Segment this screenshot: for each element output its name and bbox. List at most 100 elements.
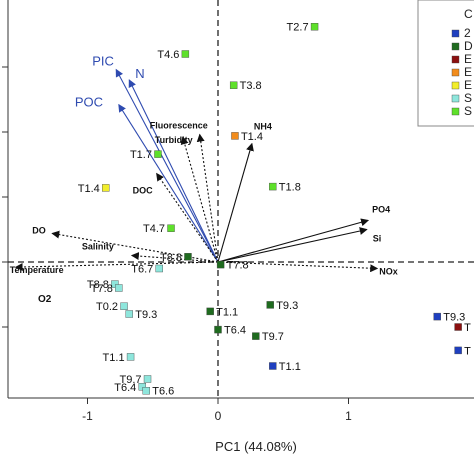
point-marker	[229, 81, 238, 89]
point-marker	[154, 150, 162, 158]
point-marker	[143, 375, 152, 383]
score-points: T2.7T4.6T3.8T1.4T1.7T1.8T1.4T4.7T8.8T7.8…	[78, 22, 471, 398]
vector-doc	[156, 172, 219, 263]
x-tick-label: 1	[345, 409, 352, 423]
vector-label-fluorescence: Fluorescence	[150, 121, 208, 131]
point-label: T2.7	[287, 22, 309, 34]
legend-label: E	[464, 52, 472, 66]
x-axis-ticks: -1 0 1	[2, 66, 352, 423]
point-marker	[142, 387, 150, 395]
point-marker	[269, 362, 277, 370]
point-marker	[184, 253, 192, 261]
legend-swatch	[451, 42, 460, 51]
point-marker	[454, 346, 462, 355]
point-marker	[433, 312, 441, 321]
vector-po4	[217, 218, 370, 263]
point-label: T9.3	[443, 312, 465, 324]
point-label: T6.4	[114, 382, 136, 394]
vector-nox	[217, 261, 379, 273]
point-label: T8.8	[160, 252, 182, 264]
point-marker	[269, 182, 277, 191]
legend-title: C	[464, 7, 473, 21]
vector-label-doc: DOC	[133, 186, 154, 196]
point-label: T8.8	[87, 279, 109, 291]
vector-temperature	[14, 261, 219, 272]
legend-swatch	[451, 68, 460, 77]
legend-swatch	[451, 94, 460, 103]
point-label: T	[464, 322, 471, 334]
point-label: T1.1	[103, 352, 125, 364]
legend-label: 2	[464, 26, 471, 40]
legend-label: S	[464, 91, 472, 105]
point-label: T1.8	[279, 182, 301, 194]
loading-vectors: PIC N POC Fluorescence Turbidity NH4 DOC PO4 Si D…	[10, 54, 398, 305]
point-marker	[138, 383, 147, 391]
plot-frame	[7, 0, 474, 399]
vector-label-nh4: NH4	[254, 122, 272, 132]
vector-label-temperature: Temperature	[10, 265, 64, 275]
point-marker	[126, 353, 135, 361]
point-label: T9.7	[262, 331, 284, 343]
vector-turbidity	[180, 136, 219, 263]
point-label: T1.7	[130, 149, 152, 161]
vector-si	[217, 227, 368, 263]
x-tick-label: -1	[82, 409, 93, 423]
point-marker	[102, 184, 110, 192]
legend-label: S	[464, 104, 472, 118]
vector-label-pic: PIC	[92, 54, 114, 69]
vector-label-o2: O2	[38, 294, 52, 305]
point-marker	[214, 325, 222, 334]
point-label: T4.6	[157, 49, 179, 61]
vector-label-poc: POC	[75, 95, 103, 110]
zero-reference-lines	[8, 0, 474, 398]
legend-swatch	[451, 81, 460, 90]
point-label: T9.3	[276, 300, 298, 312]
point-marker	[155, 264, 163, 273]
legend-swatch	[451, 55, 460, 64]
point-marker	[115, 284, 123, 292]
point-label: T1.4	[78, 183, 100, 195]
point-marker	[125, 310, 133, 318]
point-label: T9.3	[135, 309, 157, 321]
point-marker	[231, 132, 239, 140]
vector-n	[128, 79, 219, 263]
vector-label-n: N	[135, 66, 144, 81]
point-marker	[167, 224, 175, 232]
vector-poc	[118, 103, 219, 263]
point-label: T6.7	[131, 264, 153, 276]
point-marker	[266, 301, 274, 309]
vector-label-do: DO	[32, 225, 46, 235]
x-tick-label: 0	[215, 409, 222, 423]
point-marker	[252, 332, 260, 340]
point-label: T6.4	[224, 325, 246, 337]
point-label: T1.1	[216, 306, 238, 318]
point-marker	[454, 323, 462, 331]
point-label: T	[464, 345, 471, 357]
vector-label-nox: NOx	[379, 267, 398, 277]
point-label: T4.7	[143, 223, 165, 235]
vector-label-si: Si	[373, 234, 382, 244]
point-label: T9.7	[120, 374, 142, 386]
point-label: T0.2	[96, 301, 118, 313]
point-label: T7.8	[227, 260, 249, 272]
vector-do	[51, 230, 219, 263]
point-label: T1.4	[241, 131, 263, 143]
vector-fluorescence	[196, 133, 219, 263]
legend-swatch	[451, 29, 460, 38]
point-label: T6.6	[152, 386, 174, 398]
point-marker	[216, 260, 225, 269]
x-axis-label: PC1 (44.08%)	[215, 439, 297, 454]
point-marker	[181, 50, 190, 58]
vector-label-turbidity: Turbidity	[155, 135, 193, 145]
point-marker	[111, 280, 119, 288]
vector-label-po4: PO4	[372, 204, 390, 214]
vector-pic	[115, 68, 219, 263]
legend-label: E	[464, 78, 472, 92]
point-label: T1.1	[279, 361, 301, 373]
point-marker	[206, 307, 214, 316]
point-label: T7.8	[91, 283, 113, 295]
point-marker	[310, 23, 319, 31]
legend-swatch	[451, 107, 460, 116]
